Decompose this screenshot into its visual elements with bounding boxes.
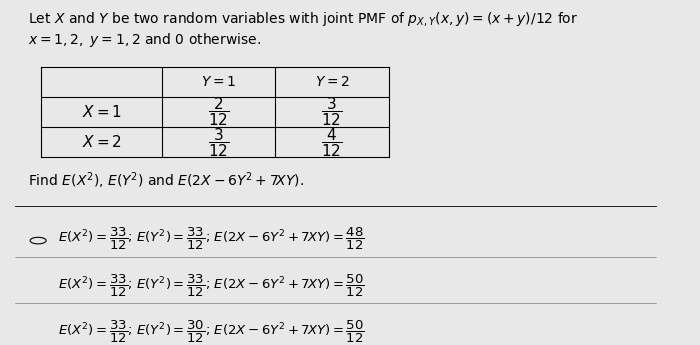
Text: $x = 1, 2,\ y = 1, 2$ and $0$ otherwise.: $x = 1, 2,\ y = 1, 2$ and $0$ otherwise. [28, 31, 261, 49]
Text: $Y = 1$: $Y = 1$ [201, 75, 236, 89]
Text: $E\left(X^2\right) = \dfrac{33}{12}$; $E\left(Y^2\right) = \dfrac{33}{12}$; $E\l: $E\left(X^2\right) = \dfrac{33}{12}$; $E… [58, 226, 365, 252]
Text: $\dfrac{3}{12}$: $\dfrac{3}{12}$ [208, 126, 229, 159]
Text: $E\left(X^2\right) = \dfrac{33}{12}$; $E\left(Y^2\right) = \dfrac{30}{12}$; $E\l: $E\left(X^2\right) = \dfrac{33}{12}$; $E… [58, 319, 365, 345]
Text: $\dfrac{3}{12}$: $\dfrac{3}{12}$ [321, 96, 342, 128]
Text: $X = 2$: $X = 2$ [82, 134, 122, 150]
Text: $Y = 2$: $Y = 2$ [314, 75, 349, 89]
Text: $X = 1$: $X = 1$ [81, 104, 122, 120]
Text: Find $E\left(X^2\right)$, $E\left(Y^2\right)$ and $E\left(2X - 6Y^2 + 7XY\right): Find $E\left(X^2\right)$, $E\left(Y^2\ri… [28, 171, 304, 191]
Text: $E\left(X^2\right) = \dfrac{33}{12}$; $E\left(Y^2\right) = \dfrac{33}{12}$; $E\l: $E\left(X^2\right) = \dfrac{33}{12}$; $E… [58, 273, 365, 299]
Text: $\dfrac{4}{12}$: $\dfrac{4}{12}$ [321, 126, 342, 159]
Text: Let $X$ and $Y$ be two random variables with joint PMF of $p_{X,Y}(x,y) = (x+y)/: Let $X$ and $Y$ be two random variables … [28, 10, 578, 28]
Text: $\dfrac{2}{12}$: $\dfrac{2}{12}$ [208, 96, 229, 128]
